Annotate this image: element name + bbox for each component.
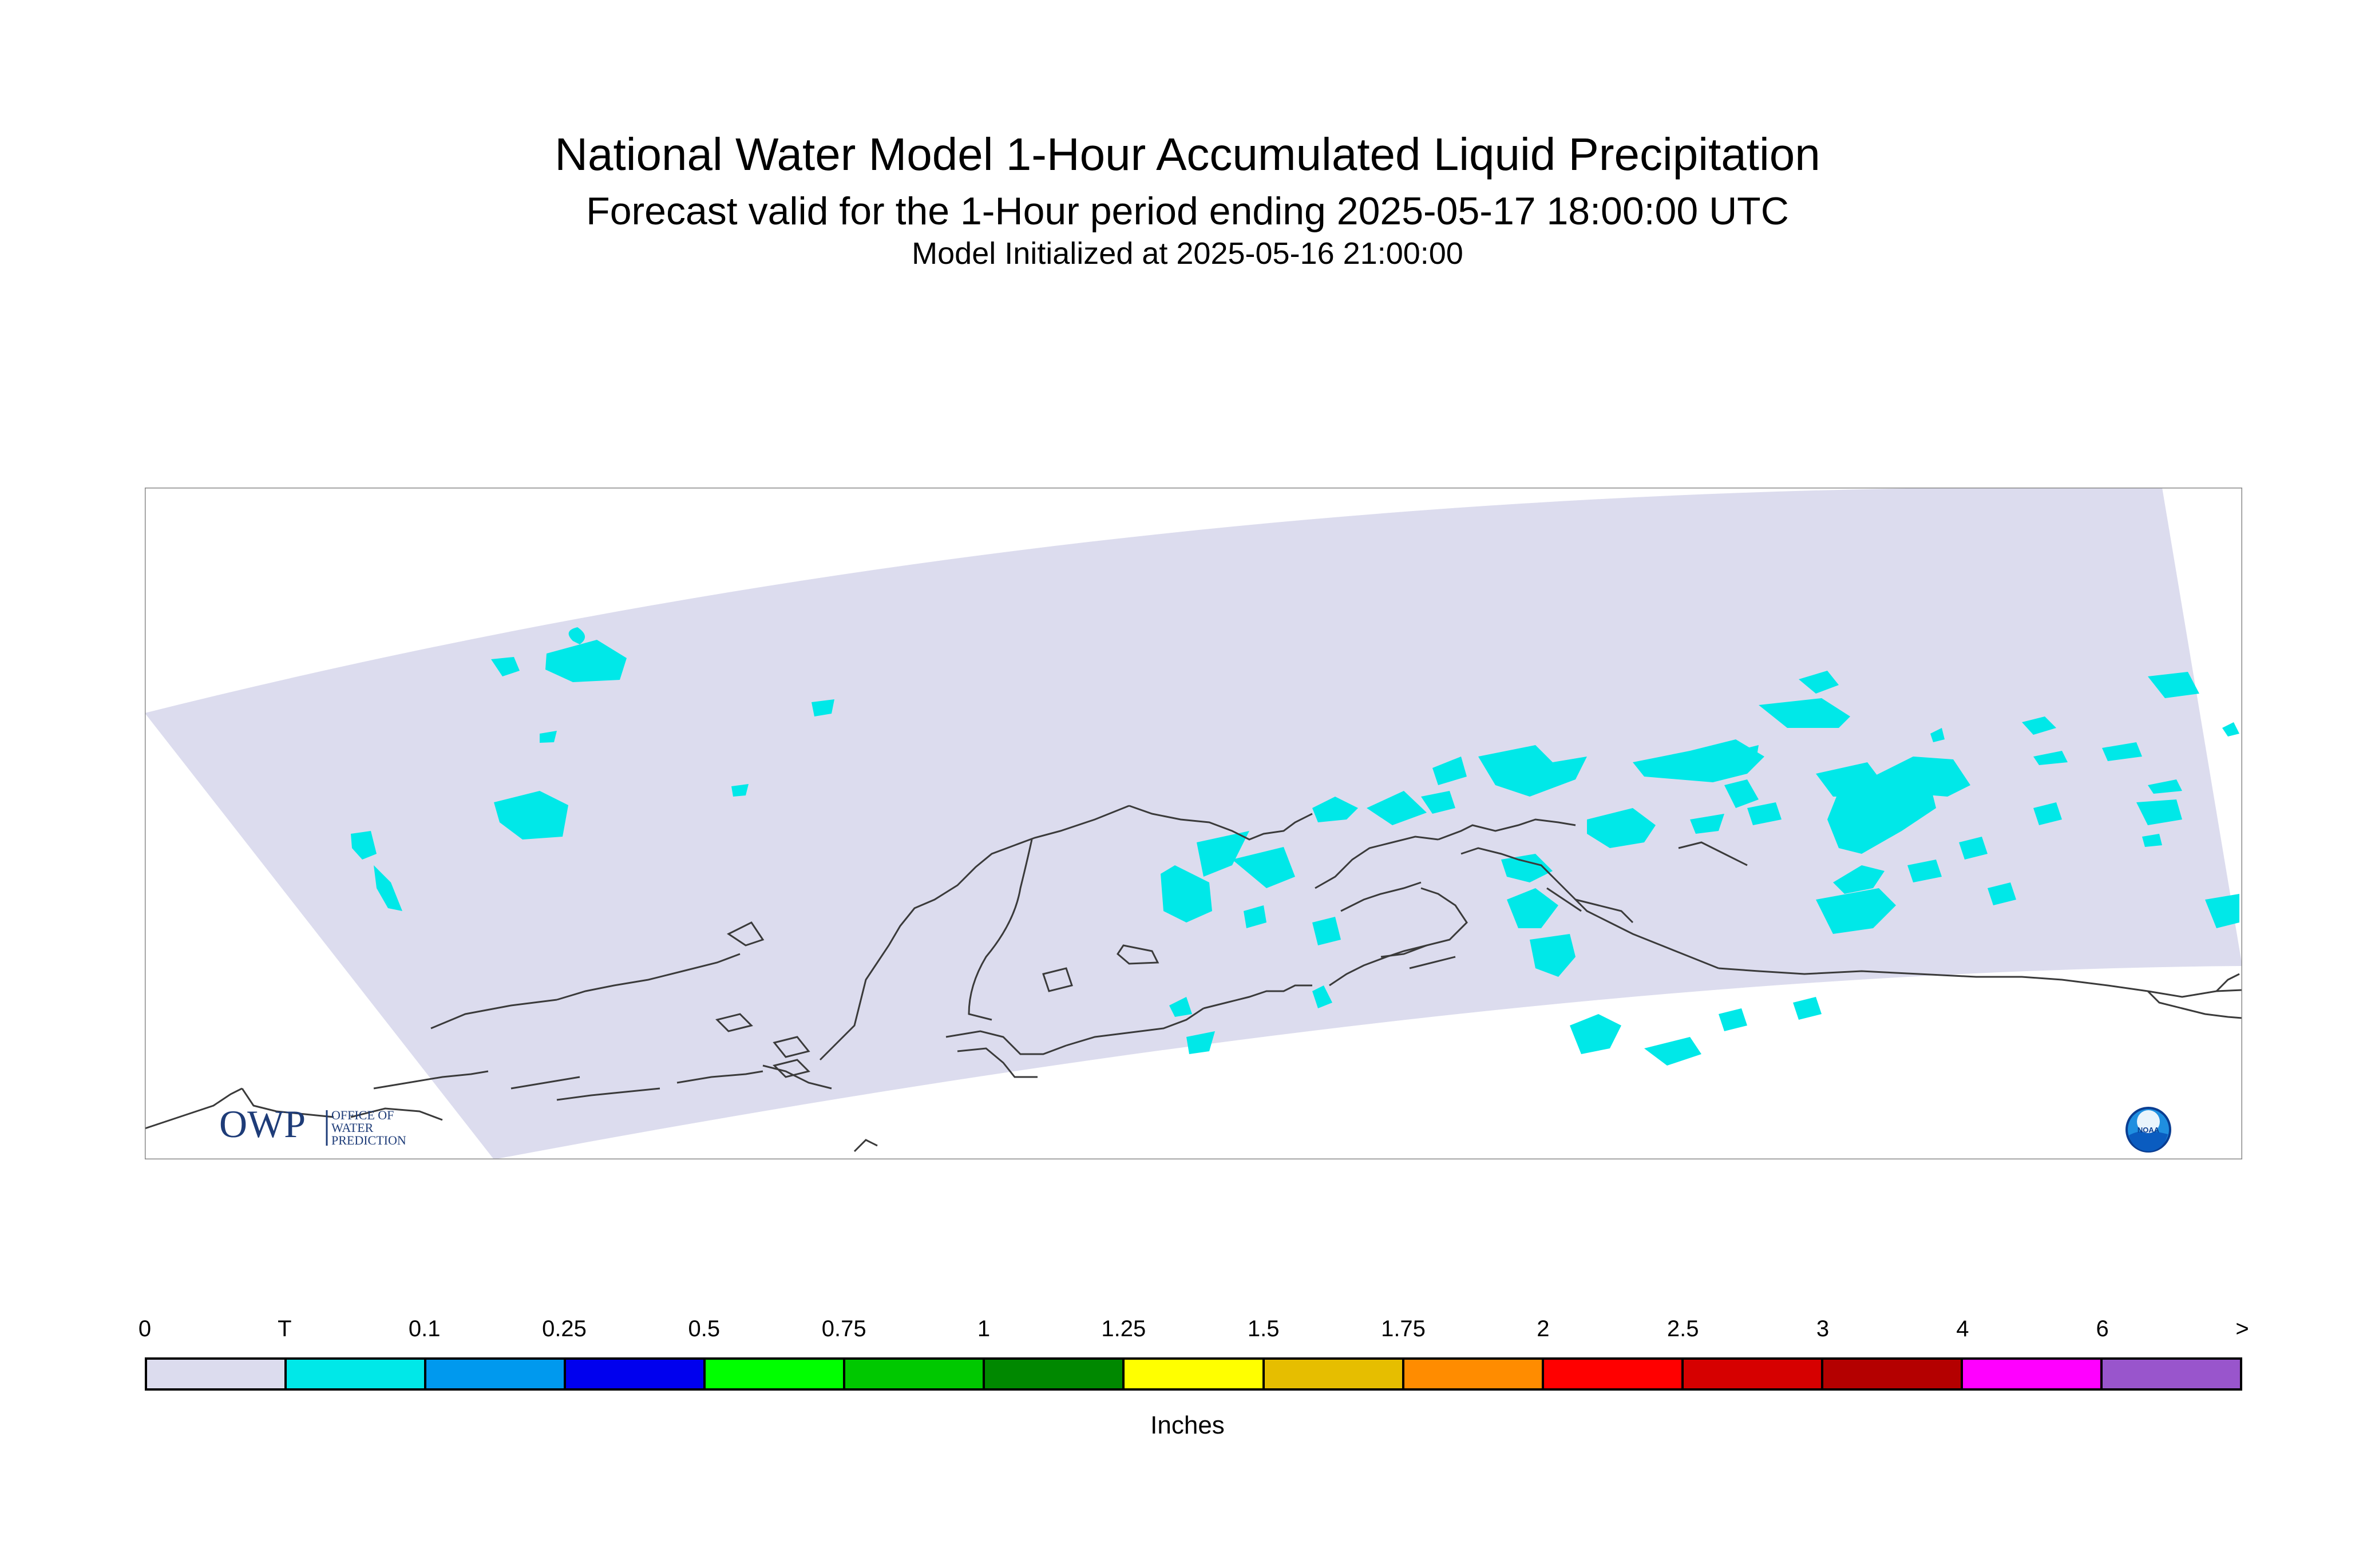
legend-label: 2.5 — [1667, 1316, 1699, 1341]
legend-swatch — [1264, 1360, 1404, 1388]
model-init-time: Model Initialized at 2025-05-16 21:00:00 — [912, 236, 1463, 271]
legend-label: 2 — [1537, 1316, 1550, 1341]
legend-label: 0.1 — [408, 1316, 441, 1341]
legend-swatch — [1962, 1360, 2103, 1388]
legend-swatch — [426, 1360, 567, 1388]
legend-label: 0.5 — [688, 1316, 721, 1341]
map-subtitle: Forecast valid for the 1-Hour period end… — [586, 189, 1789, 233]
legend-swatch — [845, 1360, 985, 1388]
svg-text:WATER: WATER — [331, 1120, 374, 1135]
noaa-logo: NOAA — [2125, 1107, 2171, 1153]
legend-swatch — [706, 1360, 846, 1388]
legend-colorbar — [145, 1357, 2242, 1391]
precipitation-map: OWP OFFICE OF WATER PREDICTION NOAA — [145, 488, 2242, 1159]
svg-text:PREDICTION: PREDICTION — [331, 1133, 406, 1147]
legend-label: 0.75 — [821, 1316, 866, 1341]
legend-label: 0 — [138, 1316, 152, 1341]
legend-swatch — [1683, 1360, 1823, 1388]
legend-swatch — [566, 1360, 706, 1388]
legend-label: 1.75 — [1381, 1316, 1426, 1341]
coastline — [145, 805, 2242, 1153]
legend-swatch — [1823, 1360, 1963, 1388]
legend-swatch — [2102, 1360, 2240, 1388]
owp-logo: OWP OFFICE OF WATER PREDICTION — [219, 1102, 406, 1147]
legend-label: 4 — [1956, 1316, 1969, 1341]
color-legend: 0 T 0.1 0.25 0.5 0.75 1 1.25 1.5 1.75 2 2.5 3 4 6 > — [138, 1316, 2249, 1396]
map-title: National Water Model 1-Hour Accumulated … — [555, 129, 1820, 180]
precip-trace-areas — [351, 627, 2239, 1066]
legend-swatch — [985, 1360, 1125, 1388]
model-domain — [145, 488, 2242, 1159]
legend-swatch — [287, 1360, 427, 1388]
legend-swatch — [1404, 1360, 1544, 1388]
legend-label: 6 — [2096, 1316, 2109, 1341]
legend-label: 3 — [1816, 1316, 1830, 1341]
legend-label: 1.25 — [1101, 1316, 1146, 1341]
legend-label: 0.25 — [542, 1316, 587, 1341]
legend-label: T — [278, 1316, 292, 1341]
legend-swatch — [147, 1360, 287, 1388]
svg-text:OFFICE OF: OFFICE OF — [331, 1108, 394, 1122]
svg-text:NOAA: NOAA — [2138, 1126, 2160, 1134]
legend-units: Inches — [1150, 1411, 1225, 1439]
svg-text:OWP: OWP — [219, 1102, 306, 1146]
legend-swatch — [1543, 1360, 1684, 1388]
legend-label: > — [2235, 1316, 2249, 1341]
legend-swatch — [1125, 1360, 1265, 1388]
legend-label: 1.5 — [1247, 1316, 1280, 1341]
legend-label: 1 — [977, 1316, 991, 1341]
